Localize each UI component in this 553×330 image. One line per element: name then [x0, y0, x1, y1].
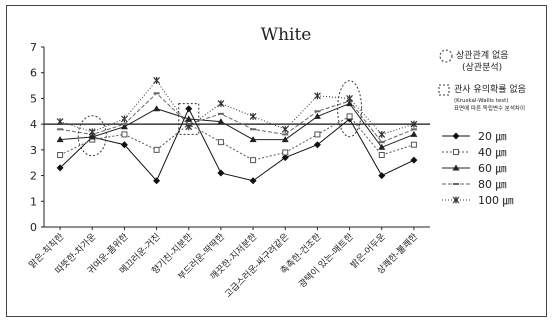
data-point [314, 131, 321, 138]
legend-label: 100 ㎛ [478, 194, 514, 207]
legend-square-sublabel: (Kruskal-Wallis test) [454, 98, 508, 104]
data-point [57, 152, 64, 158]
data-point [313, 92, 321, 100]
data-point [185, 115, 193, 122]
y-tick-label: 2 [30, 170, 37, 183]
series-line-0 [59, 107, 415, 182]
data-point [217, 118, 225, 125]
highlight-ellipse [337, 80, 363, 138]
y-tick-label: 7 [30, 41, 37, 54]
data-point [452, 196, 460, 204]
chart-title: White [261, 25, 312, 45]
data-point [121, 131, 128, 138]
data-point [282, 149, 289, 156]
series-line-4 [59, 79, 415, 136]
legend-label: 20 ㎛ [478, 130, 507, 143]
data-point [452, 164, 460, 171]
data-point [153, 105, 161, 112]
data-point [410, 156, 418, 164]
y-tick-label: 3 [30, 144, 37, 157]
data-point [88, 133, 96, 140]
data-point [217, 139, 224, 146]
data-point [153, 76, 161, 84]
data-point [153, 146, 160, 153]
data-point [410, 120, 418, 128]
data-point [217, 100, 225, 108]
data-point [313, 112, 321, 119]
series-line-1 [59, 115, 415, 161]
data-point [120, 123, 128, 130]
legend-square-sublabel: 표면에 따른 독립변수 분석차이 [454, 104, 525, 112]
data-point [410, 141, 417, 148]
data-point [378, 172, 386, 180]
data-point [249, 112, 257, 120]
data-point [250, 157, 257, 164]
data-point [452, 132, 460, 140]
data-point [185, 123, 193, 131]
chart-border [6, 5, 547, 317]
legend-label: 80 ㎛ [478, 178, 507, 191]
data-point [120, 141, 128, 149]
y-tick-label: 4 [30, 118, 37, 131]
data-point [346, 113, 353, 120]
data-point [313, 141, 321, 149]
highlight-ellipse [77, 115, 107, 157]
data-point [88, 128, 96, 136]
data-point [281, 125, 289, 133]
data-point [378, 143, 386, 150]
data-point [346, 100, 354, 107]
series-line-3 [60, 92, 415, 143]
data-point [410, 130, 418, 137]
data-point [453, 149, 459, 155]
legend-circle-symbol [439, 49, 453, 63]
legend-circle-label: 상관관계 없음 [456, 49, 509, 61]
data-point [249, 177, 257, 185]
series-line-2 [60, 102, 415, 148]
legend-square-label: 관사 유의확률 없음 [454, 83, 526, 95]
data-point [378, 130, 386, 138]
data-point [56, 136, 64, 143]
data-point [378, 152, 385, 158]
y-tick-label: 5 [30, 92, 37, 105]
y-tick-label: 0 [30, 221, 37, 234]
y-tick-label: 1 [30, 195, 37, 208]
legend-label: 40 ㎛ [478, 146, 507, 159]
data-point [120, 115, 128, 123]
data-point [217, 169, 225, 177]
data-point [346, 94, 354, 102]
legend-square-symbol [438, 84, 450, 96]
data-point [249, 136, 257, 143]
legend-label: 60 ㎛ [478, 162, 507, 175]
data-point [153, 177, 161, 185]
data-point [281, 154, 289, 162]
data-point [185, 105, 193, 113]
data-point [56, 164, 64, 172]
highlight-box [178, 103, 200, 135]
data-point [281, 136, 289, 143]
legend-circle-sublabel: (상관분석) [462, 62, 502, 73]
data-point [56, 118, 64, 126]
y-tick-label: 6 [30, 67, 37, 80]
